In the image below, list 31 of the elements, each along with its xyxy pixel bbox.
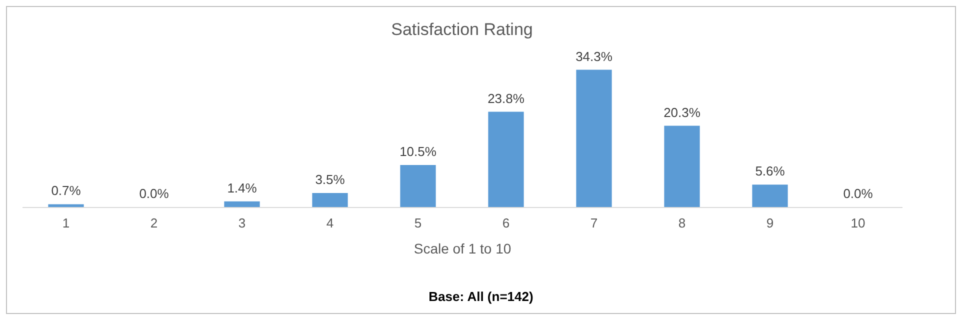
bar [224, 201, 260, 207]
data-label: 10.5% [400, 144, 437, 159]
x-tick-label: 5 [414, 216, 422, 230]
x-tick-label: 1 [62, 216, 70, 230]
data-label: 5.6% [755, 164, 786, 179]
text: Base: All (n=142) [428, 289, 534, 304]
x-axis-title: Scale of 1 to 10 [414, 240, 512, 256]
bar [488, 112, 524, 207]
bar [752, 184, 788, 207]
x-tick-label: 3 [238, 216, 246, 230]
data-label: 20.3% [664, 104, 701, 120]
chart-title: Satisfaction Rating [391, 20, 533, 39]
x-tick-label: 6 [502, 216, 510, 230]
x-tick-label: 8 [678, 216, 686, 230]
data-label: 1.4% [227, 180, 258, 196]
bar [48, 204, 84, 207]
data-label: 23.8% [488, 90, 525, 106]
data-label: 3.5% [315, 172, 346, 187]
data-label: 34.3% [576, 48, 613, 64]
x-tick-label: 10 [850, 216, 866, 230]
bar [576, 70, 612, 207]
data-label: 0.7% [51, 183, 82, 198]
data-label: 0.0% [843, 186, 874, 201]
bar [312, 193, 348, 207]
x-tick-label: 4 [326, 216, 334, 230]
x-tick-label: 2 [150, 216, 158, 230]
x-tick-label: 9 [766, 216, 774, 230]
x-tick-label: 7 [590, 216, 598, 230]
bar [664, 126, 700, 207]
bar [400, 165, 436, 207]
data-label: 0.0% [139, 186, 170, 201]
